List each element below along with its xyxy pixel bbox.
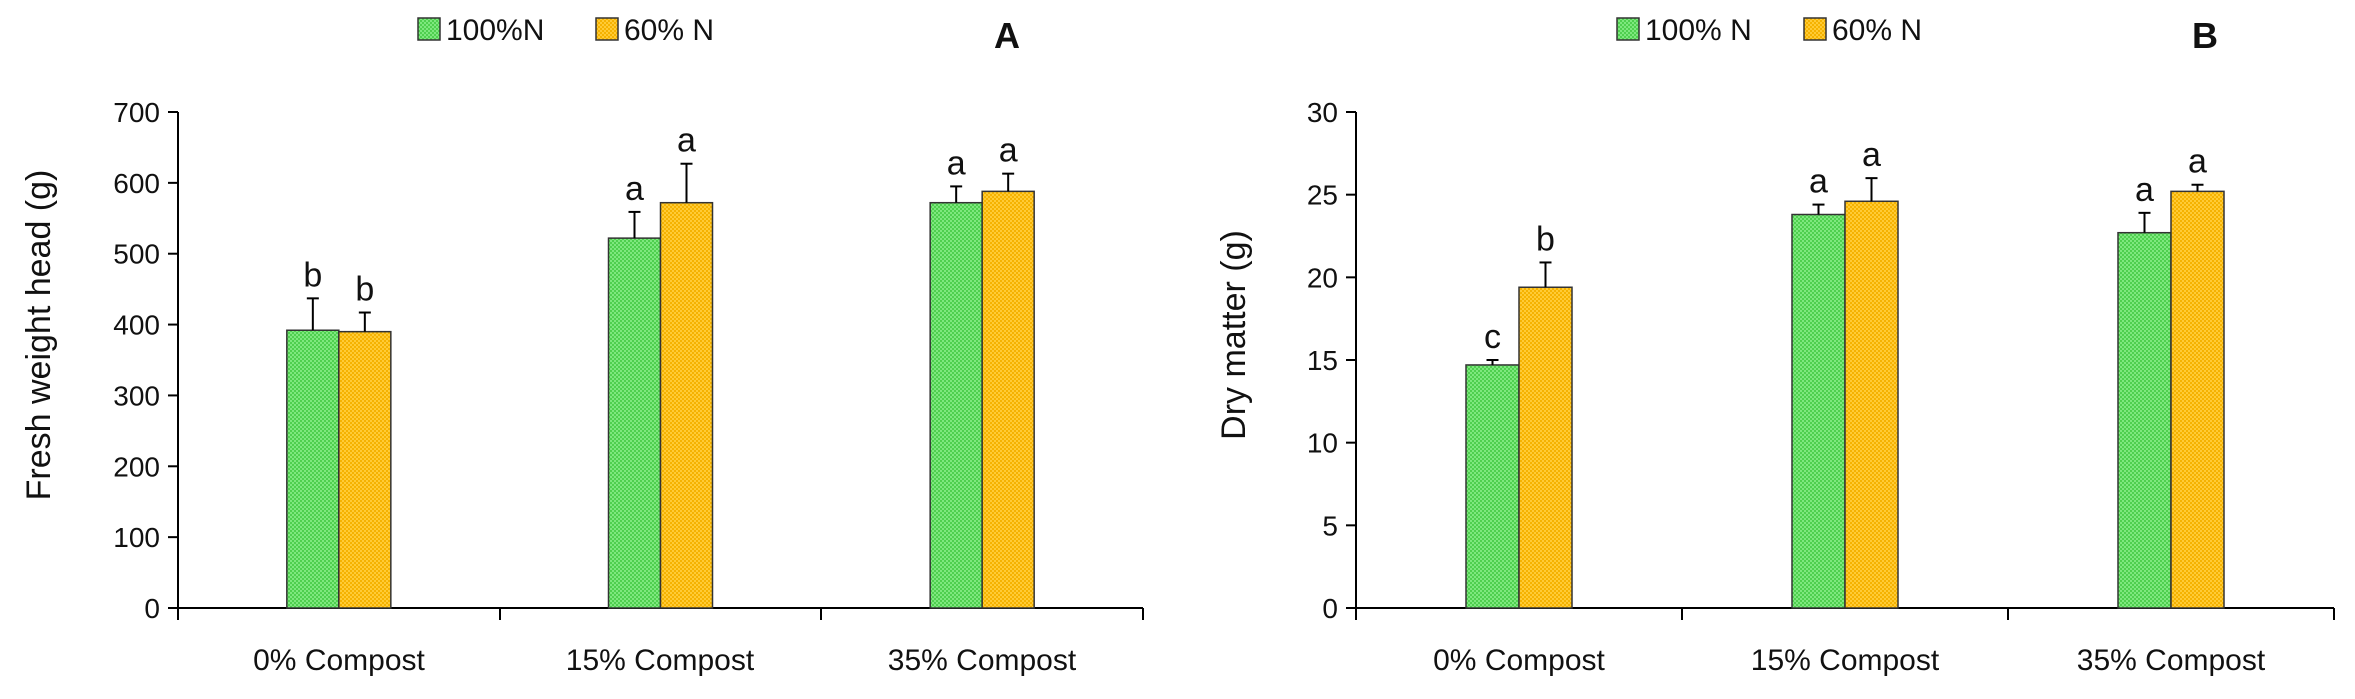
significance-letter: a	[2188, 143, 2207, 181]
bar-100n	[607, 237, 662, 609]
bar-60n	[1518, 286, 1573, 609]
legend-swatch-60n	[1803, 17, 1827, 41]
y-tick-label: 20	[1307, 262, 1338, 293]
bar-100n	[1465, 364, 1520, 609]
y-tick-label: 500	[113, 239, 160, 270]
panel-letter: B	[2192, 15, 2218, 56]
category-label: 15% Compost	[1751, 644, 1940, 677]
y-tick-label: 0	[144, 593, 160, 624]
bar-100n	[2117, 231, 2172, 609]
significance-letter: a	[625, 170, 644, 208]
y-tick-label: 400	[113, 310, 160, 341]
y-tick-label: 5	[1322, 510, 1338, 541]
chart-panel-a: 100%N 60% N A Fresh weight head (g) 0% C…	[20, 14, 1144, 677]
y-tick-label: 25	[1307, 180, 1338, 211]
category-label: 0% Compost	[1433, 644, 1605, 677]
legend-label-100n: 100%N	[446, 14, 544, 47]
significance-letter: a	[999, 132, 1018, 170]
significance-letter: b	[303, 256, 322, 294]
y-tick-label: 10	[1307, 428, 1338, 459]
legend-label-60n: 60% N	[1832, 14, 1922, 47]
legend-swatch-60n	[595, 17, 619, 41]
y-tick-label: 0	[1322, 593, 1338, 624]
y-tick-label: 15	[1307, 345, 1338, 376]
category-label: 15% Compost	[566, 644, 755, 677]
y-tick-label: 600	[113, 168, 160, 199]
y-tick-label: 200	[113, 451, 160, 482]
legend: 100%N 60% N	[417, 14, 714, 47]
bar-60n	[659, 201, 714, 609]
bar-100n	[1791, 213, 1846, 609]
significance-letter: a	[947, 144, 966, 182]
significance-letter: a	[677, 122, 696, 160]
significance-letter: c	[1484, 318, 1501, 356]
significance-letter: b	[1536, 220, 1555, 258]
legend-label-60n: 60% N	[624, 14, 714, 47]
legend-label-100n: 100% N	[1645, 14, 1752, 47]
panel-letter: A	[994, 15, 1020, 56]
bar-100n	[929, 201, 983, 609]
y-tick-label: 100	[113, 522, 160, 553]
bar-60n	[2170, 190, 2225, 609]
bar-60n	[338, 330, 392, 609]
category-label: 0% Compost	[253, 644, 425, 677]
significance-letter: a	[2135, 171, 2154, 209]
legend-swatch-100n	[1616, 17, 1640, 41]
bar-60n	[1844, 200, 1899, 609]
bar-100n	[286, 329, 340, 609]
significance-letter: a	[1862, 136, 1881, 174]
bar-60n	[981, 190, 1035, 609]
y-tick-label: 300	[113, 380, 160, 411]
category-label: 35% Compost	[2077, 644, 2266, 677]
y-tick-label: 700	[113, 97, 160, 128]
significance-letter: b	[355, 271, 374, 309]
chart-panel-b: 100% N 60% N B Dry matter (g) 0% Compost…	[1215, 14, 2335, 677]
significance-letter: a	[1809, 163, 1828, 201]
y-axis-title: Fresh weight head (g)	[20, 170, 58, 501]
y-axis-title: Dry matter (g)	[1215, 230, 1253, 440]
category-label: 35% Compost	[888, 644, 1077, 677]
y-tick-label: 30	[1307, 97, 1338, 128]
legend: 100% N 60% N	[1616, 14, 1922, 47]
legend-swatch-100n	[417, 17, 441, 41]
